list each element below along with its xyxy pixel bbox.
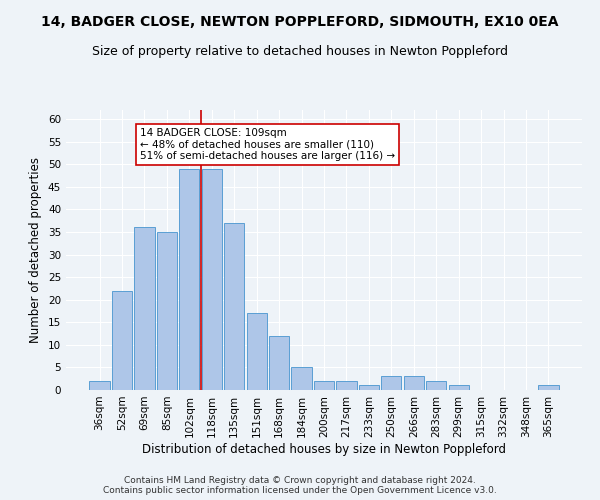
Bar xyxy=(404,376,424,390)
Bar xyxy=(157,232,177,390)
Text: Contains HM Land Registry data © Crown copyright and database right 2024.
Contai: Contains HM Land Registry data © Crown c… xyxy=(103,476,497,495)
Bar xyxy=(89,381,110,390)
Bar xyxy=(381,376,401,390)
Bar xyxy=(247,313,267,390)
Y-axis label: Number of detached properties: Number of detached properties xyxy=(29,157,43,343)
Bar xyxy=(359,386,379,390)
Bar xyxy=(449,386,469,390)
Bar xyxy=(292,368,311,390)
Bar xyxy=(134,228,155,390)
Bar xyxy=(337,381,356,390)
X-axis label: Distribution of detached houses by size in Newton Poppleford: Distribution of detached houses by size … xyxy=(142,442,506,456)
Bar xyxy=(224,223,244,390)
Text: 14, BADGER CLOSE, NEWTON POPPLEFORD, SIDMOUTH, EX10 0EA: 14, BADGER CLOSE, NEWTON POPPLEFORD, SID… xyxy=(41,15,559,29)
Bar xyxy=(179,168,199,390)
Bar xyxy=(314,381,334,390)
Bar xyxy=(202,168,222,390)
Bar xyxy=(538,386,559,390)
Bar xyxy=(269,336,289,390)
Text: Size of property relative to detached houses in Newton Poppleford: Size of property relative to detached ho… xyxy=(92,45,508,58)
Text: 14 BADGER CLOSE: 109sqm
← 48% of detached houses are smaller (110)
51% of semi-d: 14 BADGER CLOSE: 109sqm ← 48% of detache… xyxy=(140,128,395,162)
Bar xyxy=(426,381,446,390)
Bar xyxy=(112,290,132,390)
